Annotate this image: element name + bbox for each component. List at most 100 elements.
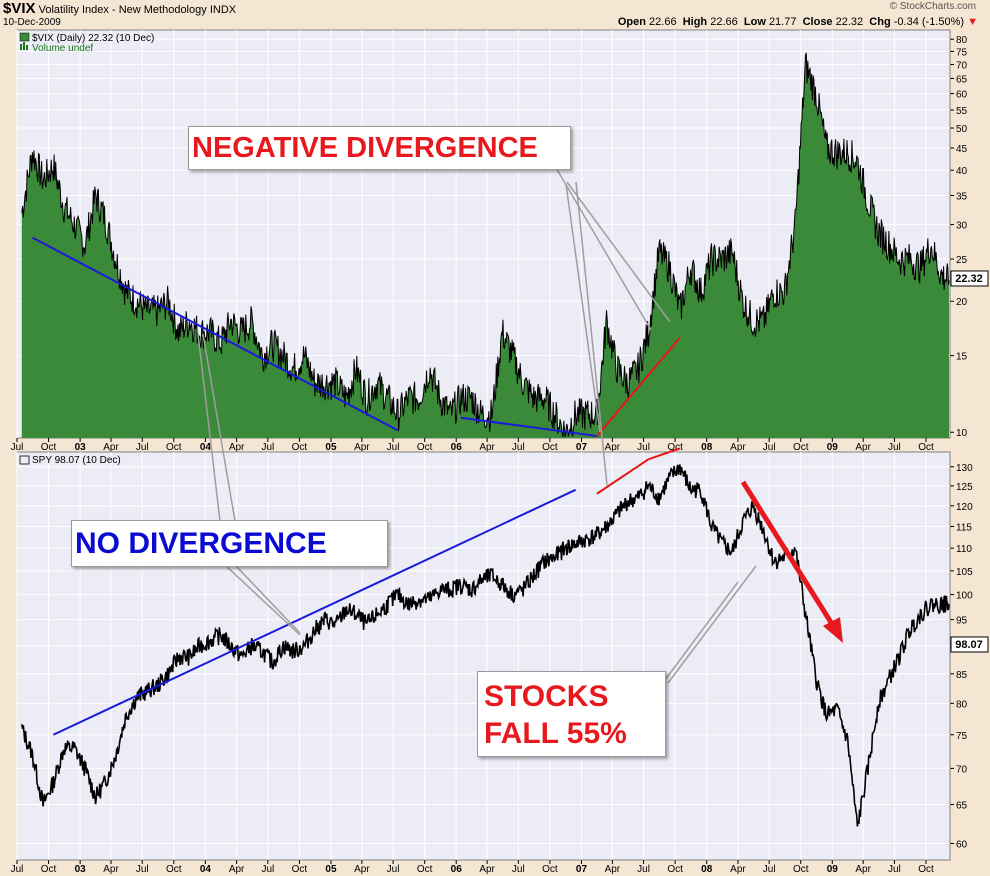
vix-xtick-label: Oct: [417, 442, 433, 453]
spy-xtick-label: Oct: [667, 864, 683, 875]
spy-trendline-blue: [52, 488, 577, 736]
brand-link[interactable]: © StockCharts.com: [890, 1, 976, 12]
spy-legend: SPY 98.07 (10 Dec): [32, 455, 121, 466]
low-value: 21.77: [768, 16, 797, 28]
spy-ytick-label: 100: [956, 591, 973, 602]
spy-ytick-label: 70: [956, 764, 968, 775]
no-divergence-label: NO DIVERGENCE: [75, 527, 327, 560]
header-title: $VIX Volatility Index - New Methodology …: [3, 0, 236, 17]
vix-xtick-label: Oct: [667, 442, 683, 453]
vix-legend: $VIX (Daily) 22.32 (10 Dec): [32, 33, 154, 44]
chg-value: -0.34 (-1.50%): [893, 16, 965, 28]
spy-xtick-label: Jul: [637, 864, 650, 875]
spy-ytick-label: 125: [956, 482, 973, 493]
vix-ytick-label: 20: [956, 297, 968, 308]
vix-xtick-label: Jul: [261, 442, 274, 453]
spy-xtick-label: Jul: [512, 864, 525, 875]
spy-xtick-label: Oct: [292, 864, 308, 875]
vix-line-series: [21, 52, 950, 438]
spy-ytick-label: 110: [956, 544, 972, 555]
vix-xtick-label: Jul: [11, 442, 24, 453]
spy-ytick-label: 65: [956, 800, 968, 811]
vix-xtick-label: Oct: [166, 442, 182, 453]
stocks-fall-callout: STOCKS FALL 55%: [477, 671, 666, 757]
spy-ytick-label: 60: [956, 839, 968, 850]
vix-trendline-red: [596, 336, 681, 437]
chg-label: Chg: [869, 16, 891, 28]
open-label: Open: [617, 16, 646, 28]
vix-ytick-label: 35: [956, 191, 968, 202]
vix-xtick-label: 09: [827, 442, 839, 453]
callout-pointers: [197, 165, 757, 684]
vix-xtick-label: Apr: [103, 442, 119, 453]
vix-xtick-label: Oct: [542, 442, 558, 453]
spy-ytick-label: 85: [956, 670, 968, 681]
spy-xtick-label: Oct: [166, 864, 182, 875]
vix-xtick-label: Jul: [512, 442, 525, 453]
vix-xtick-label: Jul: [888, 442, 901, 453]
spy-xtick-label: 08: [701, 864, 713, 875]
vix-ytick-label: 60: [956, 90, 968, 101]
vix-ytick-label: 50: [956, 124, 968, 135]
vix-xtick-label: 05: [325, 442, 337, 453]
vix-xtick-label: 04: [200, 442, 212, 453]
vix-xtick-label: Oct: [292, 442, 308, 453]
spy-ytick-label: 130: [956, 463, 973, 474]
spy-xtick-label: Jul: [888, 864, 901, 875]
down-triangle-icon: ▼: [967, 16, 978, 28]
vix-xtick-label: 06: [451, 442, 463, 453]
spy-xtick-label: Oct: [793, 864, 809, 875]
high-label: High: [682, 16, 708, 28]
vix-last-value-tag: 22.32: [950, 270, 989, 287]
vix-xtick-label: Apr: [354, 442, 370, 453]
vix-ytick-label: 25: [956, 255, 968, 266]
vix-xtick-label: 03: [75, 442, 87, 453]
spy-xtick-label: Oct: [41, 864, 57, 875]
header-date: 10-Dec-2009: [3, 17, 61, 28]
spy-ytick-label: 105: [956, 567, 973, 578]
vix-xtick-label: Jul: [387, 442, 400, 453]
vix-trendline-blue: [460, 416, 598, 438]
spy-xtick-label: Apr: [605, 864, 621, 875]
spy-x-axis: Jul Oct 03 Apr Jul Oct 04 Apr Jul Oct 05 Apr Jul Oct 0…: [11, 860, 934, 875]
vix-ytick-label: 70: [956, 60, 968, 71]
vix-x-axis: Jul Oct 03 Apr Jul Oct 04 Apr Jul Oct 05 Apr Jul Oct 0…: [11, 438, 934, 453]
vix-ytick-label: 80: [956, 35, 968, 46]
vix-xtick-label: Apr: [605, 442, 621, 453]
spy-xtick-label: Oct: [417, 864, 433, 875]
stocks-fall-line2: FALL 55%: [484, 717, 627, 750]
spy-xtick-label: 05: [325, 864, 337, 875]
vix-ytick-label: 45: [956, 144, 968, 155]
spy-ytick-label: 95: [956, 616, 968, 627]
ohlc-readout: Open 22.66 High 22.66 Low 21.77 Close 22…: [618, 16, 978, 28]
volume-legend: Volume undef: [32, 43, 93, 54]
spy-trendline-red: [648, 447, 681, 461]
spy-xtick-label: Oct: [918, 864, 934, 875]
spy-ytick-label: 115: [956, 523, 972, 534]
vix-xtick-label: Oct: [918, 442, 934, 453]
no-divergence-callout: NO DIVERGENCE: [71, 520, 388, 567]
negative-divergence-label: NEGATIVE DIVERGENCE: [192, 132, 538, 164]
vix-ytick-label: 40: [956, 166, 968, 177]
spy-xtick-label: Jul: [387, 864, 400, 875]
legend-swatch-icon: [19, 32, 30, 465]
spy-xtick-label: 03: [75, 864, 87, 875]
spy-trendlines: [52, 447, 681, 736]
stocks-fall-line1: STOCKS: [484, 680, 609, 713]
symbol: $VIX: [3, 0, 36, 17]
vix-ytick-label: 75: [956, 47, 968, 58]
vix-xtick-label: 07: [576, 442, 588, 453]
vix-xtick-label: Apr: [229, 442, 245, 453]
vix-trendlines: [31, 236, 681, 438]
close-label: Close: [802, 16, 833, 28]
vix-ytick-label: 10: [956, 428, 968, 439]
spy-trendline-red: [596, 458, 649, 495]
spy-xtick-label: Jul: [763, 864, 776, 875]
vix-xtick-label: 08: [701, 442, 713, 453]
negative-divergence-callout: NEGATIVE DIVERGENCE: [188, 126, 571, 170]
vix-ytick-label: 65: [956, 74, 968, 85]
spy-xtick-label: Apr: [103, 864, 119, 875]
instrument-name: Volatility Index - New Methodology: [38, 4, 207, 16]
